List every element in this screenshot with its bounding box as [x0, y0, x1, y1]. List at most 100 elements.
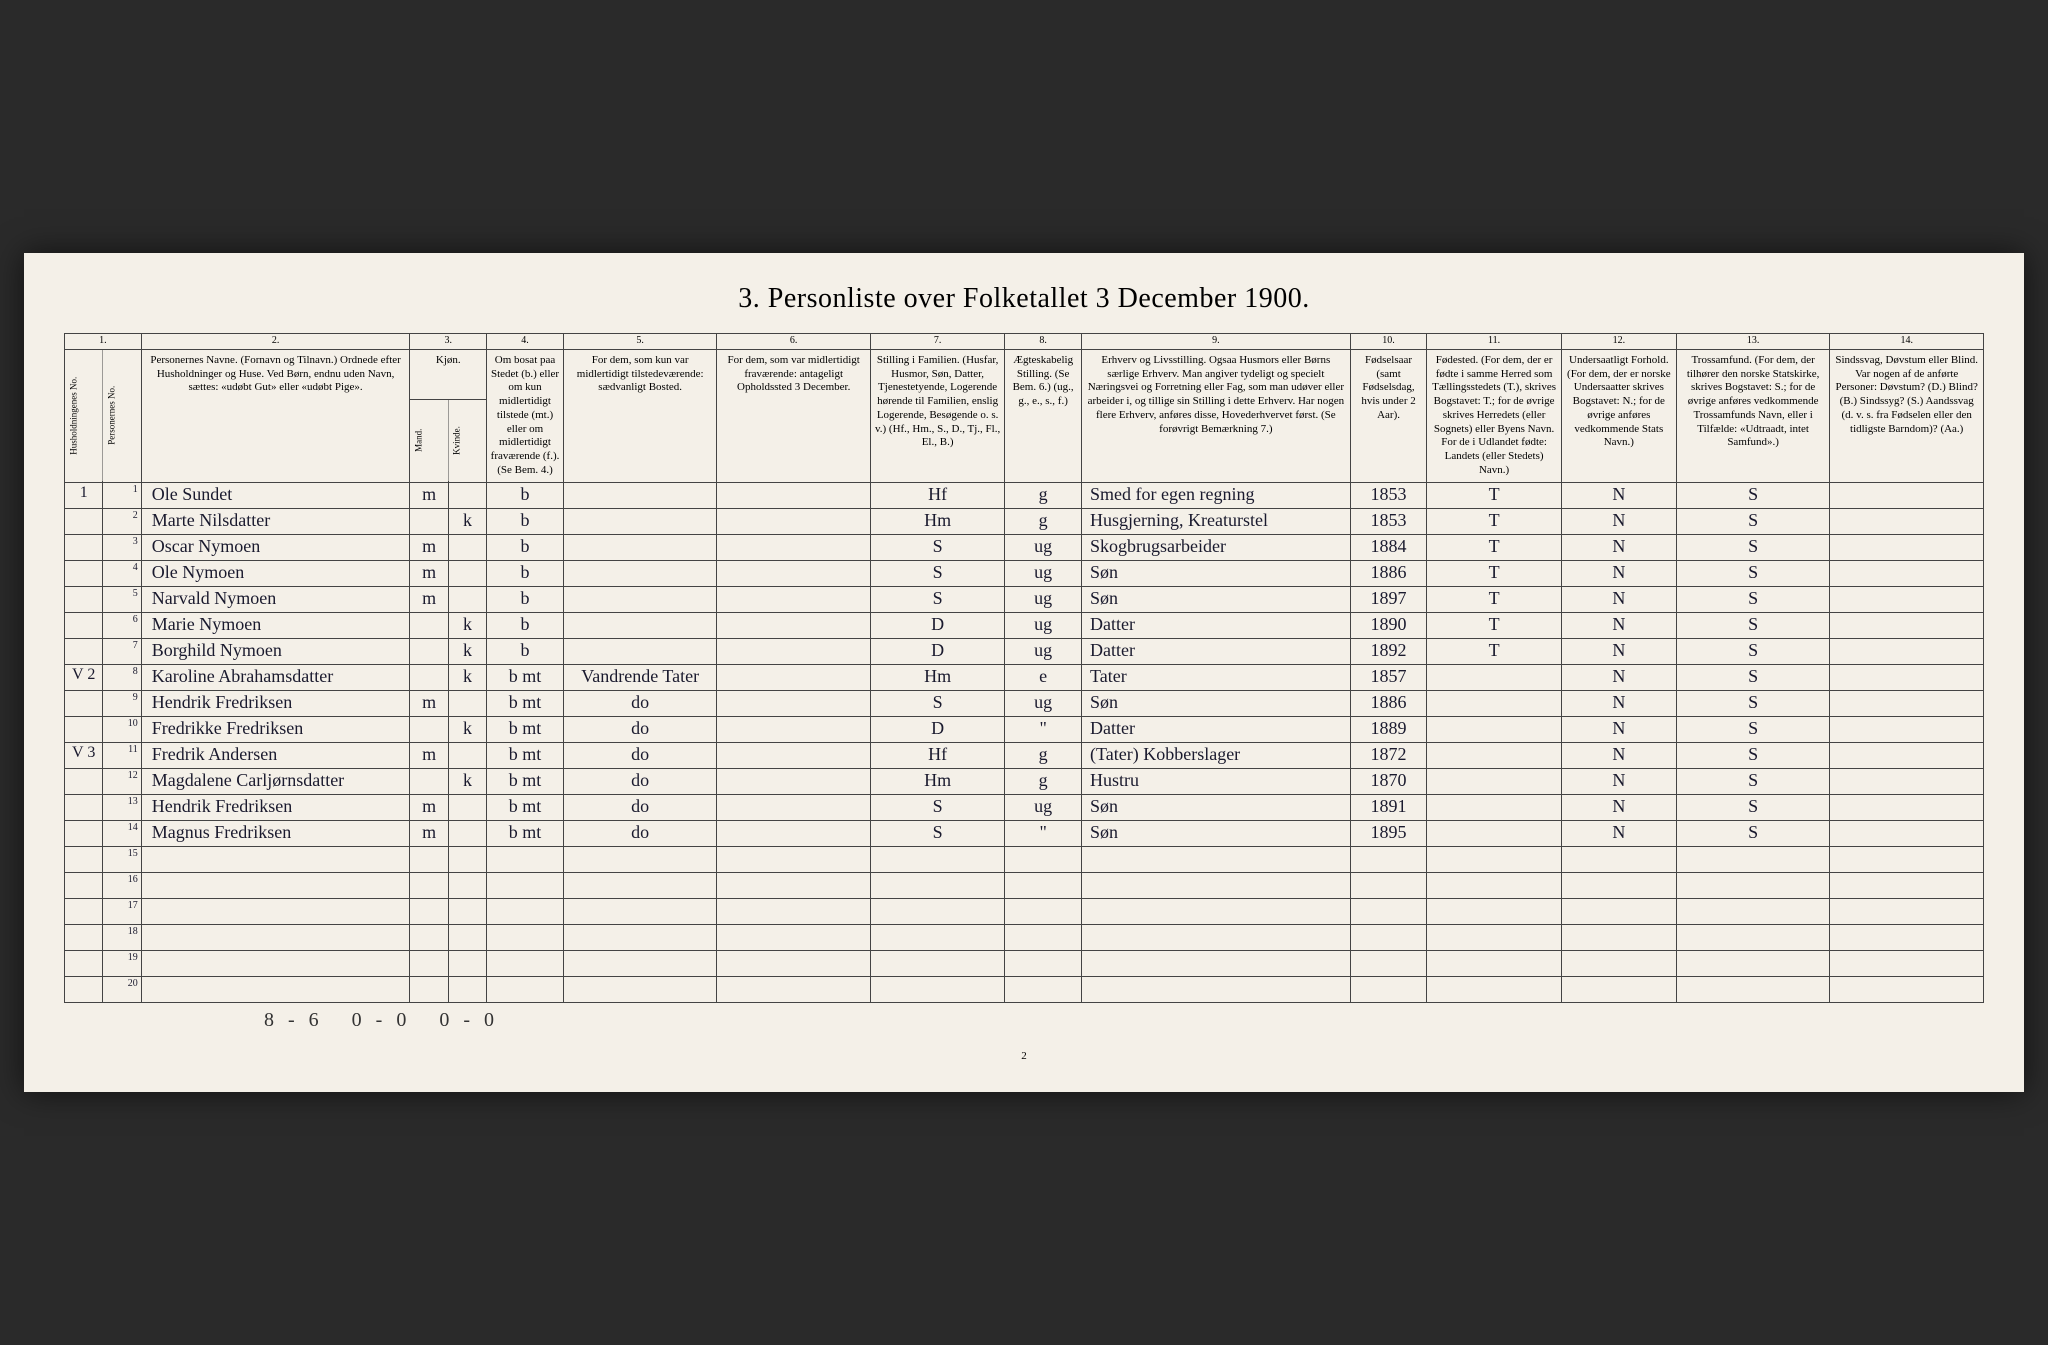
- cell-bp: T: [1427, 638, 1561, 664]
- cell-bp: T: [1427, 482, 1561, 508]
- cell-rel: S: [1676, 534, 1830, 560]
- cell-occ: Søn: [1082, 560, 1351, 586]
- cell-fam: S: [870, 690, 1004, 716]
- table-row-blank: 19: [65, 950, 1984, 976]
- cell-occ: Datter: [1082, 638, 1351, 664]
- cell-sind: [1830, 612, 1984, 638]
- cell-rel: S: [1676, 560, 1830, 586]
- cell-occ: Husgjerning, Kreaturstel: [1082, 508, 1351, 534]
- cell-mar: ": [1005, 820, 1082, 846]
- cell-rel: S: [1676, 586, 1830, 612]
- cell-hh: [65, 716, 103, 742]
- cell-nat: N: [1561, 664, 1676, 690]
- cell-bp: [1427, 768, 1561, 794]
- table-row: 11Ole SundetmbHfgSmed for egen regning18…: [65, 482, 1984, 508]
- hdr-pers: Personernes No.: [103, 349, 141, 482]
- cell-mar: ug: [1005, 794, 1082, 820]
- cell-year: 1884: [1350, 534, 1427, 560]
- cell-bp: T: [1427, 508, 1561, 534]
- cell-res: b: [487, 534, 564, 560]
- colnum-6: 6.: [717, 334, 871, 350]
- hdr-bosat: Om bosat paa Stedet (b.) eller om kun mi…: [487, 349, 564, 482]
- hdr-stilling: Stilling i Familien. (Husfar, Husmor, Sø…: [870, 349, 1004, 482]
- cell-fam: Hf: [870, 482, 1004, 508]
- cell-name: Borghild Nymoen: [141, 638, 410, 664]
- cell-name: Hendrik Fredriksen: [141, 794, 410, 820]
- table-row: 4Ole NymoenmbSugSøn1886TNS: [65, 560, 1984, 586]
- cell-year: 1853: [1350, 482, 1427, 508]
- cell-occ: Søn: [1082, 586, 1351, 612]
- cell-hh: V 3: [65, 742, 103, 768]
- cell-absent: [717, 820, 871, 846]
- cell-temp: [563, 638, 717, 664]
- hdr-undersaat: Undersaatligt Forhold. (For dem, der er …: [1561, 349, 1676, 482]
- table-row-blank: 18: [65, 924, 1984, 950]
- cell-temp: do: [563, 794, 717, 820]
- cell-name: Magnus Fredriksen: [141, 820, 410, 846]
- cell-mar: ug: [1005, 534, 1082, 560]
- cell-fam: S: [870, 820, 1004, 846]
- cell-occ: (Tater) Kobberslager: [1082, 742, 1351, 768]
- cell-no: 19: [103, 950, 141, 976]
- cell-name: Fredrikke Fredriksen: [141, 716, 410, 742]
- cell-rel: S: [1676, 768, 1830, 794]
- cell-res: b: [487, 586, 564, 612]
- table-body: 11Ole SundetmbHfgSmed for egen regning18…: [65, 482, 1984, 1002]
- cell-nat: N: [1561, 768, 1676, 794]
- cell-no: 18: [103, 924, 141, 950]
- cell-no: 8: [103, 664, 141, 690]
- cell-absent: [717, 742, 871, 768]
- cell-sind: [1830, 768, 1984, 794]
- cell-name: Fredrik Andersen: [141, 742, 410, 768]
- colnum-10: 10.: [1350, 334, 1427, 350]
- cell-res: b mt: [487, 820, 564, 846]
- cell-occ: Søn: [1082, 794, 1351, 820]
- cell-year: 1886: [1350, 690, 1427, 716]
- cell-res: b mt: [487, 742, 564, 768]
- cell-absent: [717, 586, 871, 612]
- table-row: 3Oscar NymoenmbSugSkogbrugsarbeider1884T…: [65, 534, 1984, 560]
- cell-sex-k: [448, 560, 486, 586]
- cell-no: 11: [103, 742, 141, 768]
- hdr-erhverv: Erhverv og Livsstilling. Ogsaa Husmors e…: [1082, 349, 1351, 482]
- colnum-4: 4.: [487, 334, 564, 350]
- cell-year: 1897: [1350, 586, 1427, 612]
- cell-fam: S: [870, 534, 1004, 560]
- cell-no: 12: [103, 768, 141, 794]
- cell-res: b: [487, 482, 564, 508]
- hdr-fodsel: Fødselsaar (samt Fødselsdag, hvis under …: [1350, 349, 1427, 482]
- cell-temp: [563, 586, 717, 612]
- cell-fam: D: [870, 638, 1004, 664]
- cell-bp: [1427, 716, 1561, 742]
- cell-sex-m: [410, 768, 448, 794]
- cell-temp: do: [563, 742, 717, 768]
- colnum-14: 14.: [1830, 334, 1984, 350]
- cell-sex-m: [410, 664, 448, 690]
- cell-hh: [65, 534, 103, 560]
- cell-no: 6: [103, 612, 141, 638]
- cell-fam: Hf: [870, 742, 1004, 768]
- cell-nat: N: [1561, 560, 1676, 586]
- hdr-frav: For dem, som var midlertidigt fraværende…: [717, 349, 871, 482]
- cell-nat: N: [1561, 820, 1676, 846]
- cell-temp: [563, 560, 717, 586]
- cell-no: 2: [103, 508, 141, 534]
- cell-sex-k: [448, 586, 486, 612]
- cell-occ: Datter: [1082, 716, 1351, 742]
- cell-res: b: [487, 612, 564, 638]
- cell-sind: [1830, 638, 1984, 664]
- cell-fam: Hm: [870, 664, 1004, 690]
- cell-year: 1870: [1350, 768, 1427, 794]
- cell-nat: N: [1561, 586, 1676, 612]
- cell-bp: [1427, 664, 1561, 690]
- hdr-kjon-k: Kvinde.: [448, 399, 486, 482]
- cell-sex-m: [410, 612, 448, 638]
- cell-bp: T: [1427, 612, 1561, 638]
- cell-no: 20: [103, 976, 141, 1002]
- cell-name: Marie Nymoen: [141, 612, 410, 638]
- cell-bp: [1427, 690, 1561, 716]
- cell-temp: Vandrende Tater: [563, 664, 717, 690]
- cell-bp: [1427, 820, 1561, 846]
- cell-absent: [717, 638, 871, 664]
- cell-hh: [65, 560, 103, 586]
